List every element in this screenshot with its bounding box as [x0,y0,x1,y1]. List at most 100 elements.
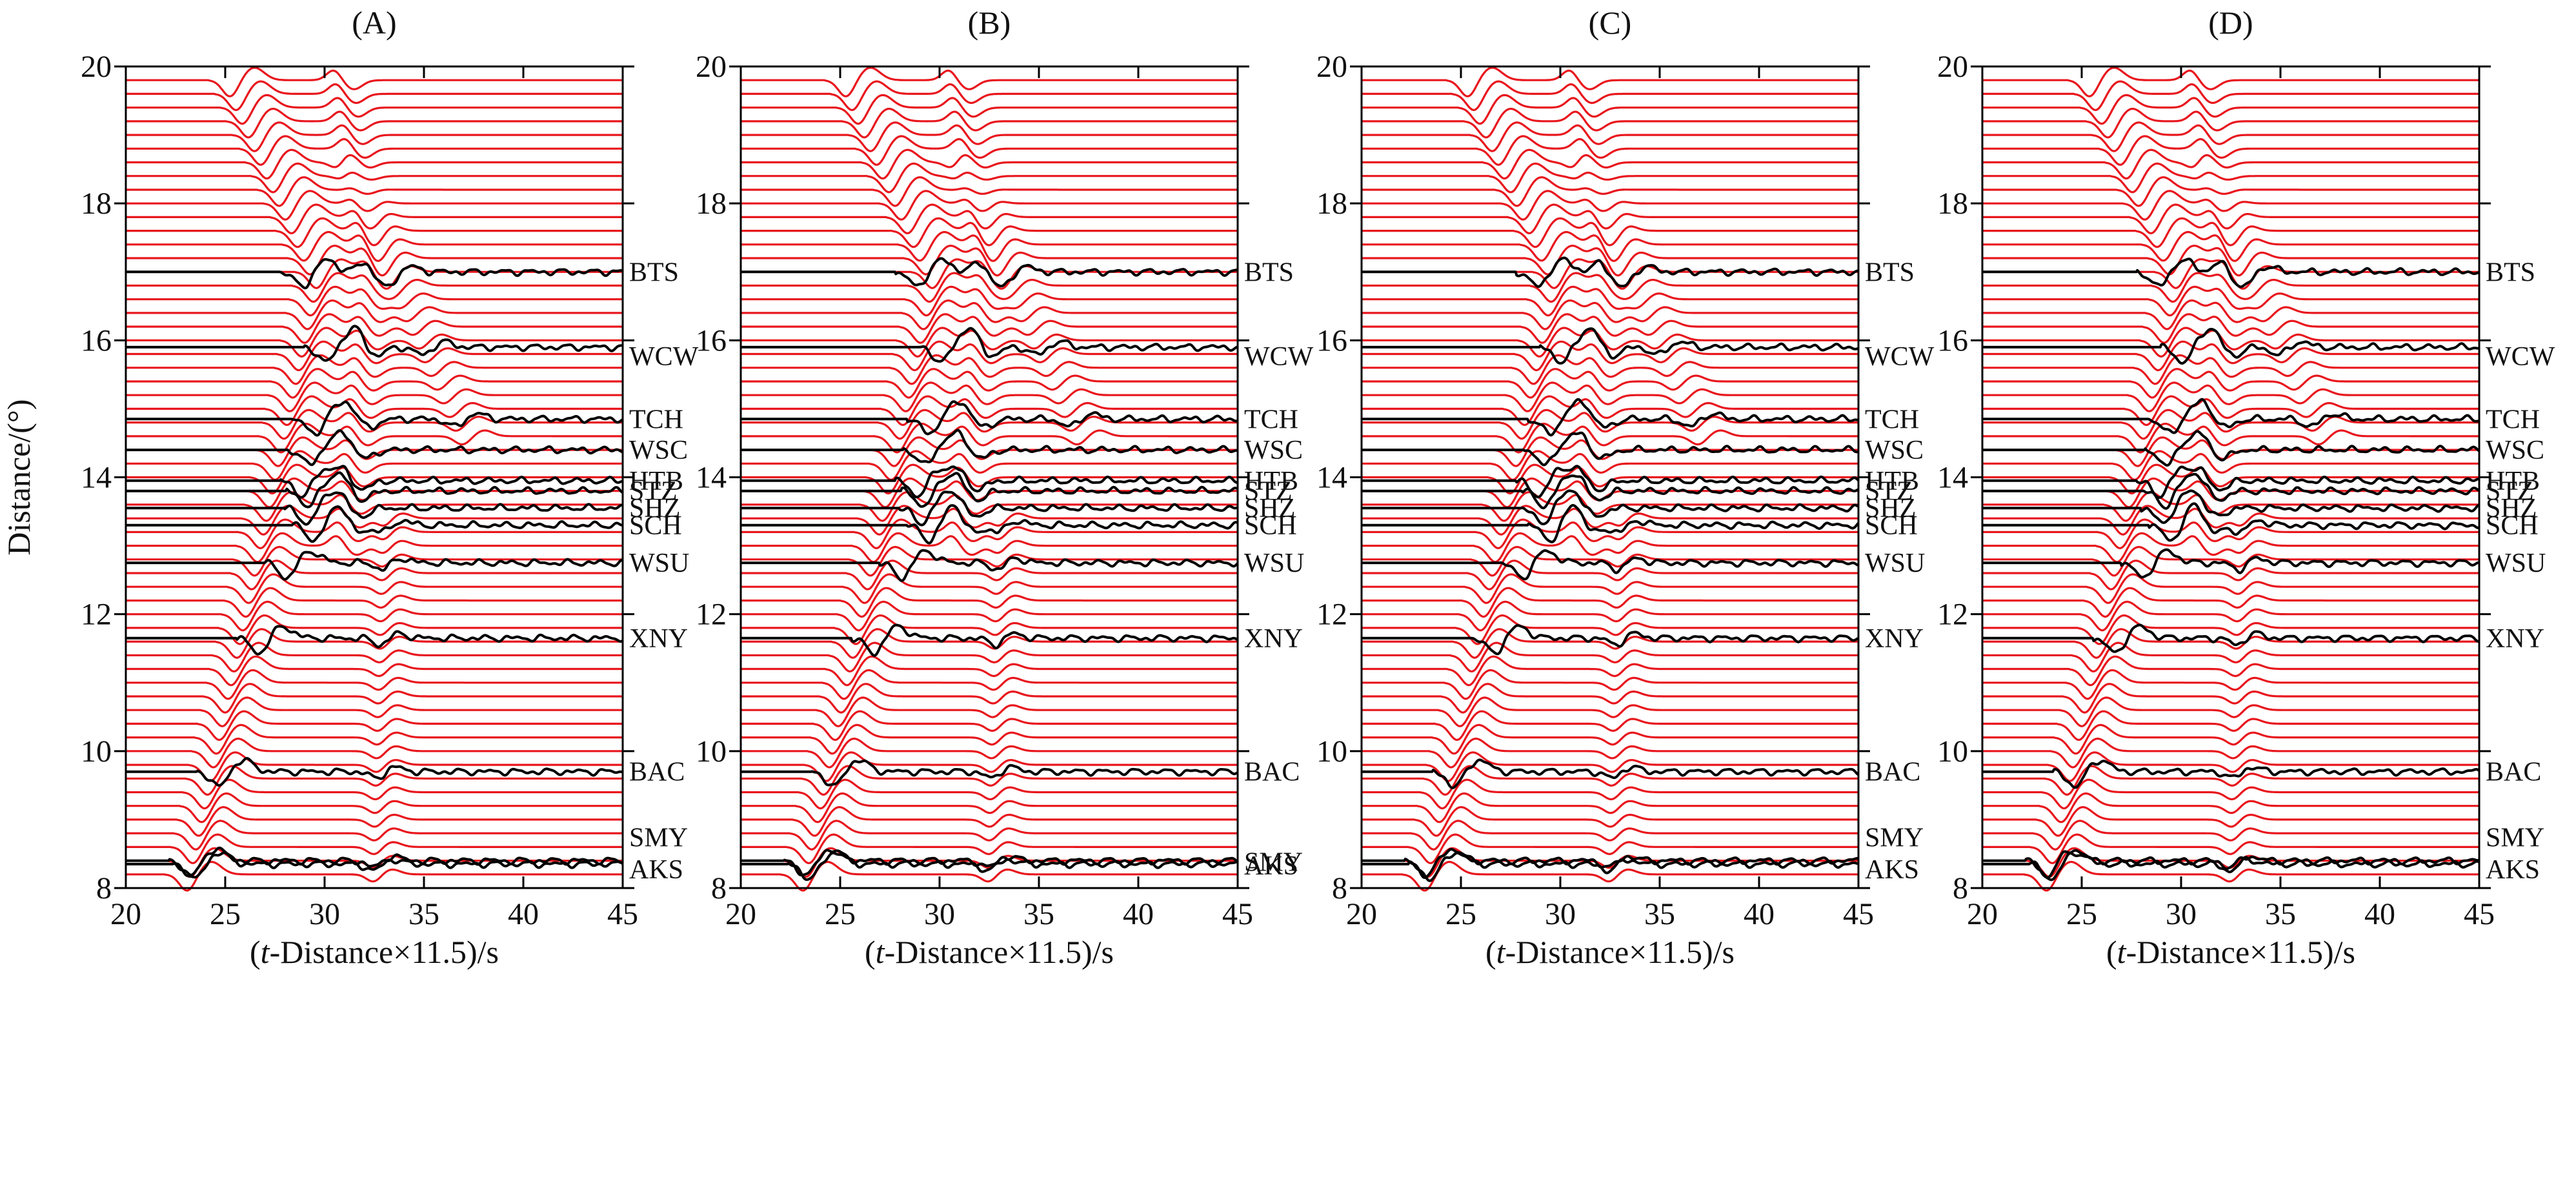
synthetic-trace [1982,778,2480,810]
observed-trace-shz [740,490,1238,527]
y-tick-label: 20 [696,50,727,84]
synthetic-trace [125,505,623,536]
synthetic-trace [125,285,623,317]
synthetic-trace [1361,108,1859,139]
x-tick-label: 20 [1967,897,1998,931]
synthetic-trace [740,778,1238,810]
y-tick-label: 12 [81,598,112,632]
synthetic-trace [125,395,623,426]
synthetic-trace [1982,655,2480,687]
x-axis-label: (t-Distance×11.5)/s [865,934,1114,970]
synthetic-trace [1982,327,2480,358]
synthetic-trace [1361,669,1859,700]
observed-trace-aks [1982,852,2480,882]
x-tick-label: 35 [2265,897,2296,931]
observed-trace-htb [1361,465,1860,499]
synthetic-trace [1982,806,2480,837]
observed-trace-bac [125,756,623,787]
synthetic-trace [1361,491,1859,522]
synthetic-trace [740,327,1238,358]
synthetic-trace [1361,162,1859,194]
synthetic-trace [1982,409,2480,440]
station-label: SMY [1244,848,1303,878]
synthetic-trace [1361,765,1859,796]
observed-trace-wsu [125,551,623,581]
y-tick-label: 16 [696,323,727,358]
synthetic-trace [1982,108,2480,139]
station-label: STZ [629,477,678,507]
observed-trace-wsc [1982,430,2480,467]
synthetic-trace [125,368,623,399]
synthetic-trace [1361,806,1859,837]
synthetic-trace [740,176,1238,207]
synthetic-trace [1361,354,1859,385]
synthetic-trace [1361,230,1859,262]
observed-trace-sch [1361,503,1860,543]
synthetic-trace [740,230,1238,262]
synthetic-trace [1982,148,2480,180]
station-label: HTB [1244,467,1298,496]
synthetic-trace [125,696,623,727]
synthetic-trace [1361,217,1859,248]
synthetic-trace [740,833,1238,864]
synthetic-trace [740,395,1238,426]
synthetic-trace [1361,833,1859,864]
synthetic-trace [740,135,1238,166]
synthetic-trace [1982,245,2480,277]
synthetic-trace [1361,573,1859,604]
synthetic-trace [1982,696,2480,727]
synthetic-trace [740,190,1238,221]
panel-title: (A) [352,5,396,41]
synthetic-trace [740,409,1238,440]
y-tick-label: 14 [81,461,112,495]
observed-trace-xny [1982,623,2480,653]
synthetic-trace [740,108,1238,139]
station-label: SCH [2486,511,2539,541]
synthetic-trace [1982,683,2480,714]
synthetic-trace [740,710,1238,741]
observed-trace-aks [1361,851,1859,882]
y-tick-label: 8 [1953,871,1968,905]
observed-trace-smy [740,849,1239,876]
y-tick-label: 10 [1937,734,1968,769]
synthetic-trace [1361,505,1859,536]
x-axis-label-part: t [1496,934,1506,970]
station-label: BTS [1244,258,1294,287]
synthetic-trace [1982,669,2480,700]
synthetic-trace [1982,381,2480,412]
x-tick-label: 40 [1744,897,1775,931]
synthetic-trace [1982,505,2480,536]
x-axis-label-part: ( [1485,934,1496,970]
x-tick-label: 30 [924,897,955,931]
y-tick-label: 14 [1316,461,1347,495]
x-axis-label-part: ( [250,934,261,970]
station-label: SMY [629,824,688,853]
synthetic-trace [1361,190,1859,221]
synthetic-trace [1361,820,1859,851]
synthetic-trace [125,327,623,358]
synthetic-trace [1982,423,2480,454]
synthetic-trace [1361,135,1859,166]
station-label: WSU [1865,549,1925,578]
synthetic-trace [1982,518,2480,549]
x-axis-label: (t-Distance×11.5)/s [1485,934,1735,970]
synthetic-trace [740,614,1238,645]
observed-trace-tch [125,400,624,437]
y-tick-label: 18 [696,187,727,221]
synthetic-trace [125,162,623,194]
synthetic-trace [1361,203,1859,234]
synthetic-trace [1361,847,1859,878]
synthetic-trace [740,628,1238,659]
synthetic-trace [740,381,1238,412]
synthetic-trace [125,217,623,248]
synthetic-trace [125,299,623,330]
synthetic-trace [1982,737,2480,769]
x-tick-label: 40 [1123,897,1154,931]
synthetic-trace [125,710,623,741]
observed-trace-sch [740,504,1238,545]
observed-trace-wsu [1982,548,2480,579]
synthetic-trace [1361,409,1859,440]
synthetic-trace [1982,765,2480,796]
